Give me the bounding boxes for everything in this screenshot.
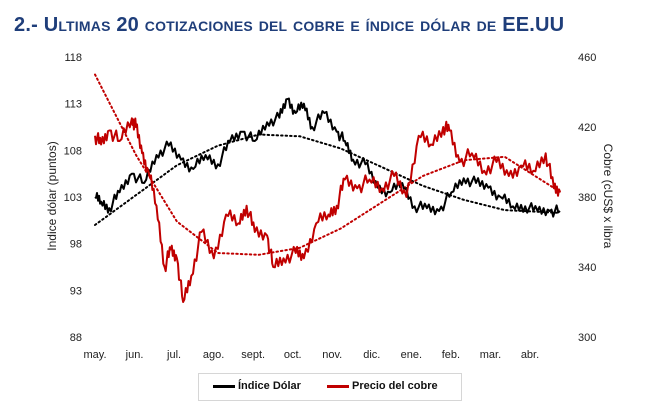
y-tick-label: 93 [70,285,82,297]
trendline-dollar [94,133,561,226]
legend-label-dollar: Índice Dólar [238,380,301,392]
y2-axis-label: Cobre (cUS$ x libra [601,144,615,249]
y2-tick-label: 460 [578,52,596,64]
x-tick-label: oct. [284,349,302,361]
legend-item-copper: Precio del cobre [327,380,438,392]
series-line-copper [94,117,561,303]
y2-tick-label: 300 [578,332,596,344]
x-tick-label: nov. [322,349,342,361]
trendlines [94,73,561,256]
series-lines [94,97,561,303]
legend-swatch-dollar [213,384,235,388]
x-tick-label: ene. [401,349,422,361]
series-line-dollar [94,97,561,218]
legend-item-dollar: Índice Dólar [213,380,301,392]
x-tick-label: may. [83,349,106,361]
y-tick-label: 118 [64,52,82,64]
y2-tick-label: 380 [578,192,596,204]
trendline-copper [94,73,561,256]
x-tick-label: dic. [363,349,380,361]
y-tick-label: 103 [64,192,82,204]
y-axis-label: Indice dólar (puntos) [45,141,59,250]
y-tick-label: 113 [64,99,82,111]
x-tick-label: mar. [480,349,501,361]
x-tick-label: feb. [442,349,460,361]
legend: Índice Dólar Precio del cobre [198,373,462,401]
x-tick-label: ago. [203,349,224,361]
y-tick-label: 98 [70,239,82,251]
legend-swatch-copper [327,384,349,388]
legend-label-copper: Precio del cobre [352,380,438,392]
y-tick-label: 88 [70,332,82,344]
x-tick-label: abr. [521,349,539,361]
chart-title: 2.- Ultimas 20 cotizaciones del cobre e … [14,14,565,36]
x-tick-label: jul. [166,349,181,361]
y2-tick-label: 340 [578,262,596,274]
y2-tick-label: 420 [578,122,596,134]
axes: 88 93 98 103 108 113 118 300 340 380 420 460 may. jun… [64,52,597,361]
x-tick-label: jun. [125,349,144,361]
x-tick-label: sept. [241,349,265,361]
y-tick-label: 108 [64,145,82,157]
